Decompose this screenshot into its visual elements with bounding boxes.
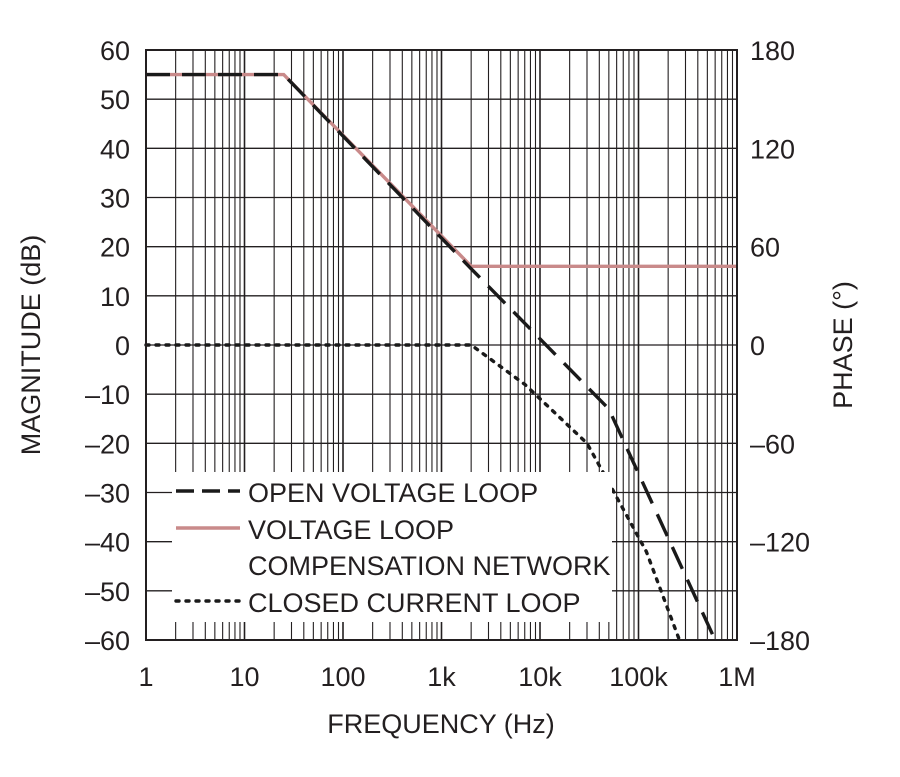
y-tick-label: 50 bbox=[100, 85, 130, 115]
x-tick-label: 1M bbox=[718, 662, 756, 692]
x-tick-label: 100k bbox=[609, 662, 668, 692]
y-tick-label: –40 bbox=[85, 528, 130, 558]
y2-tick-label: 0 bbox=[750, 331, 765, 361]
y-tick-label: 10 bbox=[100, 282, 130, 312]
y-tick-label: 20 bbox=[100, 233, 130, 263]
legend-label: VOLTAGE LOOP bbox=[248, 515, 454, 545]
axis-tick-labels: 1 10 100 1k 10k 100k 1M6050403020100–10–20–30–… bbox=[85, 36, 810, 692]
y2-axis-label: PHASE (°) bbox=[828, 281, 858, 409]
y-tick-label: 60 bbox=[100, 36, 130, 66]
x-axis-label: FREQUENCY (Hz) bbox=[327, 709, 555, 739]
y2-tick-label: 60 bbox=[750, 233, 780, 263]
x-tick-label: 1k bbox=[427, 662, 456, 692]
y-axis-label: MAGNITUDE (dB) bbox=[16, 235, 46, 456]
y2-tick-label: 120 bbox=[750, 134, 795, 164]
y-tick-label: 0 bbox=[115, 331, 130, 361]
legend-label: COMPENSATION NETWORK bbox=[248, 551, 611, 581]
x-tick-label: 10k bbox=[518, 662, 562, 692]
x-tick-label: 10 bbox=[229, 662, 259, 692]
legend-label: CLOSED CURRENT LOOP bbox=[248, 588, 581, 618]
y-tick-label: 30 bbox=[100, 184, 130, 214]
legend-label: OPEN VOLTAGE LOOP bbox=[248, 478, 538, 508]
series-lines bbox=[144, 72, 737, 642]
x-tick-label: 100 bbox=[320, 662, 365, 692]
x-tick-label: 1 bbox=[138, 662, 153, 692]
y-tick-label: –60 bbox=[85, 626, 130, 656]
plot-frame bbox=[145, 49, 738, 641]
y-tick-label: 40 bbox=[100, 134, 130, 164]
y2-tick-label: 180 bbox=[750, 36, 795, 66]
series-open-voltage-loop bbox=[146, 72, 717, 641]
y-tick-label: –30 bbox=[85, 479, 130, 509]
y2-tick-label: –120 bbox=[750, 528, 810, 558]
y-tick-label: –20 bbox=[85, 429, 130, 459]
y-tick-label: –50 bbox=[85, 577, 130, 607]
legend-background bbox=[172, 472, 612, 622]
series-closed-current-loop bbox=[144, 343, 682, 642]
y-tick-label: –10 bbox=[85, 380, 130, 410]
y2-tick-label: –180 bbox=[750, 626, 810, 656]
legend: OPEN VOLTAGE LOOP VOLTAGE LOOP COMPENSATIO… bbox=[174, 478, 611, 618]
y2-tick-label: –60 bbox=[750, 429, 795, 459]
